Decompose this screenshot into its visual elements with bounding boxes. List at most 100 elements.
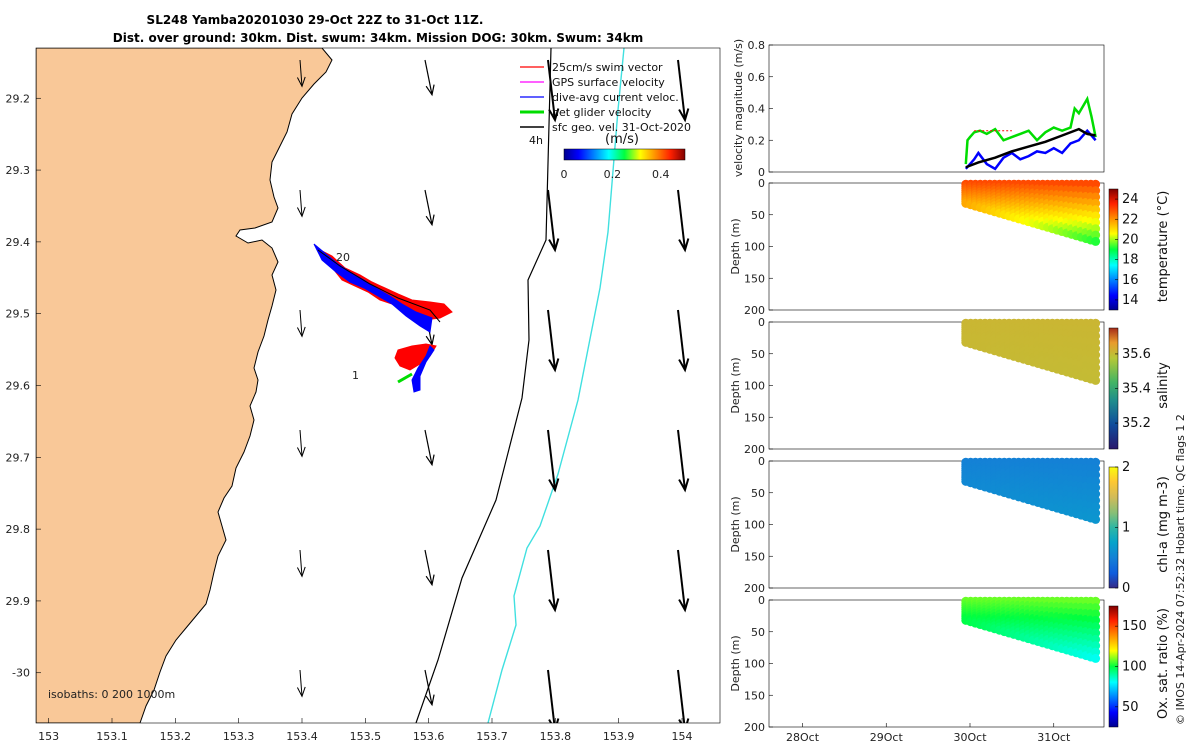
depth-tick-label: 200 <box>744 721 765 734</box>
map-x-tick-label: 153.2 <box>160 730 192 743</box>
profile-sample <box>1091 495 1101 505</box>
vector-shaft <box>424 189 433 225</box>
vector-shaft <box>677 189 686 251</box>
vector-shaft <box>677 669 686 723</box>
velocity-panel: 0 0.2 0.4 0.6 0.8 velocity magnitude (m/s) <box>732 39 1105 179</box>
isobath-note: isobaths: 0 200 1000m <box>48 688 175 701</box>
isobath-1000m <box>487 48 625 723</box>
vector-head <box>678 108 690 123</box>
time-tick-label: 29Oct <box>870 731 904 744</box>
profile-sample <box>1091 603 1101 613</box>
vector-head <box>425 454 435 467</box>
vector-head <box>425 84 435 97</box>
map-x-tick-label: 153.1 <box>96 730 128 743</box>
map-x-tick-label: 153.3 <box>223 730 255 743</box>
map-y-tick-label: 29.5 <box>6 308 31 321</box>
colorbar-tick-label: 100 <box>1122 660 1147 675</box>
sfc-geo-velocity-vectors <box>296 59 690 723</box>
depth-tick-label: 0 <box>758 455 765 468</box>
speed-colorbar-tick: 0.4 <box>652 168 670 181</box>
depth-colorbar <box>1108 188 1119 311</box>
profile-sample <box>1091 647 1101 657</box>
credit-text: © IMOS 14-Apr-2024 07:52:32 Hobart time.… <box>1174 414 1187 725</box>
depth-tick-label: 50 <box>751 626 765 639</box>
profile-sample <box>1091 224 1101 234</box>
profile-sample <box>1091 205 1101 215</box>
depth-tick-label: 100 <box>744 519 765 532</box>
velocity-y-ticks: 0 0.2 0.4 0.6 0.8 <box>748 39 773 179</box>
time-tick-label: 31Oct <box>1037 731 1071 744</box>
velocity-series <box>964 95 1097 165</box>
profile-sample <box>1091 192 1101 202</box>
colorbar-tick-label: 20 <box>1122 232 1139 247</box>
profile-sample <box>1091 622 1101 632</box>
map-y-tick-label: 29.4 <box>6 236 31 249</box>
map-x-tick-label: 153.5 <box>350 730 382 743</box>
vector-head <box>548 238 560 253</box>
velocity-ylabel: velocity magnitude (m/s) <box>732 39 745 177</box>
legend-sfc: sfc geo. vel. 31-Oct-2020 <box>552 121 691 134</box>
velocity-tick-label: 0.4 <box>748 103 766 116</box>
swim-vectors-red <box>319 249 453 321</box>
map-x-tick-label: 154 <box>672 730 693 743</box>
velocity-series <box>965 127 1096 169</box>
velocity-series <box>964 128 1097 171</box>
profile-sample <box>1091 356 1101 366</box>
profile-sample <box>1091 476 1101 486</box>
vector-shaft <box>547 429 556 491</box>
velocity-frame <box>768 44 1105 173</box>
depth-panel-temperature: 0 50 100 150 200 Depth (m) 24 22 20 18 16 14 tempera… <box>729 177 1171 317</box>
vector-shaft <box>299 549 303 577</box>
depth-tick-label: 0 <box>758 594 765 607</box>
colorbar-unit: (m/s) <box>605 132 639 147</box>
vector-head <box>678 478 690 493</box>
time-label: 4h <box>529 134 543 147</box>
profile-sample <box>1091 464 1101 474</box>
colorbar-tick-label: 24 <box>1122 192 1139 207</box>
colorbar-tick-label: 35.6 <box>1122 347 1151 362</box>
map-x-tick-label: 153.6 <box>413 730 445 743</box>
track-start-label: 20 <box>336 251 350 264</box>
vector-shaft <box>299 309 303 337</box>
profile-sample <box>1091 211 1101 221</box>
profile-sample <box>1091 514 1101 524</box>
isobath-200m <box>415 48 552 723</box>
profile-sample <box>1091 470 1101 480</box>
profile-sample <box>1091 350 1101 360</box>
vector-shaft <box>677 59 686 121</box>
vector-shaft <box>424 59 433 95</box>
vector-shaft <box>677 549 686 611</box>
vector-shaft <box>299 669 303 697</box>
profile-sample <box>1091 489 1101 499</box>
vector-head <box>548 478 560 493</box>
depth-tick-label: 100 <box>744 241 765 254</box>
profile-sample <box>1091 641 1101 651</box>
depth-panel-chl-a: 0 50 100 150 200 Depth (m) 2 1 0 chl-a (mg m-3) <box>729 455 1171 596</box>
vector-head <box>548 358 560 373</box>
profile-sample <box>1091 369 1101 379</box>
vector-shaft <box>424 669 433 705</box>
legend-gps: GPS surface velocity <box>552 76 665 89</box>
depth-tick-label: 0 <box>758 177 765 190</box>
title-line-2: Dist. over ground: 30km. Dist. swum: 34k… <box>113 31 643 45</box>
vector-shaft <box>424 429 433 465</box>
speed-colorbar-ticks: 0 0.2 0.4 <box>561 168 670 181</box>
colorbar-tick-label: 150 <box>1122 619 1147 634</box>
track-end-label: 1 <box>352 369 359 382</box>
vector-head <box>296 206 306 218</box>
vector-head <box>678 358 690 373</box>
depth-tick-label: 100 <box>744 658 765 671</box>
map-y-tick-label: 29.8 <box>6 523 31 536</box>
map-y-tick-label: 29.7 <box>6 451 31 464</box>
vector-shaft <box>299 59 303 87</box>
map-x-tick-label: 153.4 <box>286 730 318 743</box>
map-y-axis: 29.2 29.3 29.4 29.5 29.6 29.7 29.8 29.9 -30 <box>6 92 41 680</box>
profile-sample <box>1091 596 1101 606</box>
colorbar-label: temperature (°C) <box>1156 191 1171 303</box>
profile-sample <box>1091 236 1101 246</box>
profile-sample <box>1091 628 1101 638</box>
vector-shaft <box>677 309 686 371</box>
glider-track: 20 1 <box>313 243 453 393</box>
profile-sample <box>1091 318 1101 328</box>
